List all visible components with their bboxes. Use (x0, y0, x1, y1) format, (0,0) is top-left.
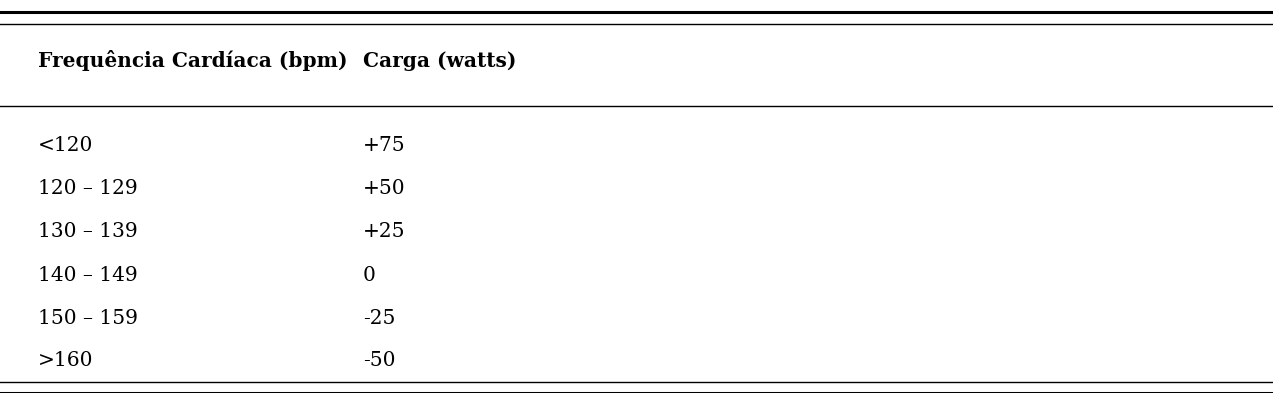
Text: -50: -50 (363, 351, 396, 370)
Text: 0: 0 (363, 266, 376, 285)
Text: 150 – 159: 150 – 159 (38, 309, 139, 328)
Text: +50: +50 (363, 179, 405, 198)
Text: 140 – 149: 140 – 149 (38, 266, 137, 285)
Text: >160: >160 (38, 351, 94, 370)
Text: Frequência Cardíaca (bpm): Frequência Cardíaca (bpm) (38, 50, 348, 72)
Text: 120 – 129: 120 – 129 (38, 179, 137, 198)
Text: Carga (watts): Carga (watts) (363, 51, 516, 71)
Text: -25: -25 (363, 309, 395, 328)
Text: +25: +25 (363, 222, 405, 241)
Text: 130 – 139: 130 – 139 (38, 222, 137, 241)
Text: <120: <120 (38, 136, 93, 155)
Text: +75: +75 (363, 136, 405, 155)
